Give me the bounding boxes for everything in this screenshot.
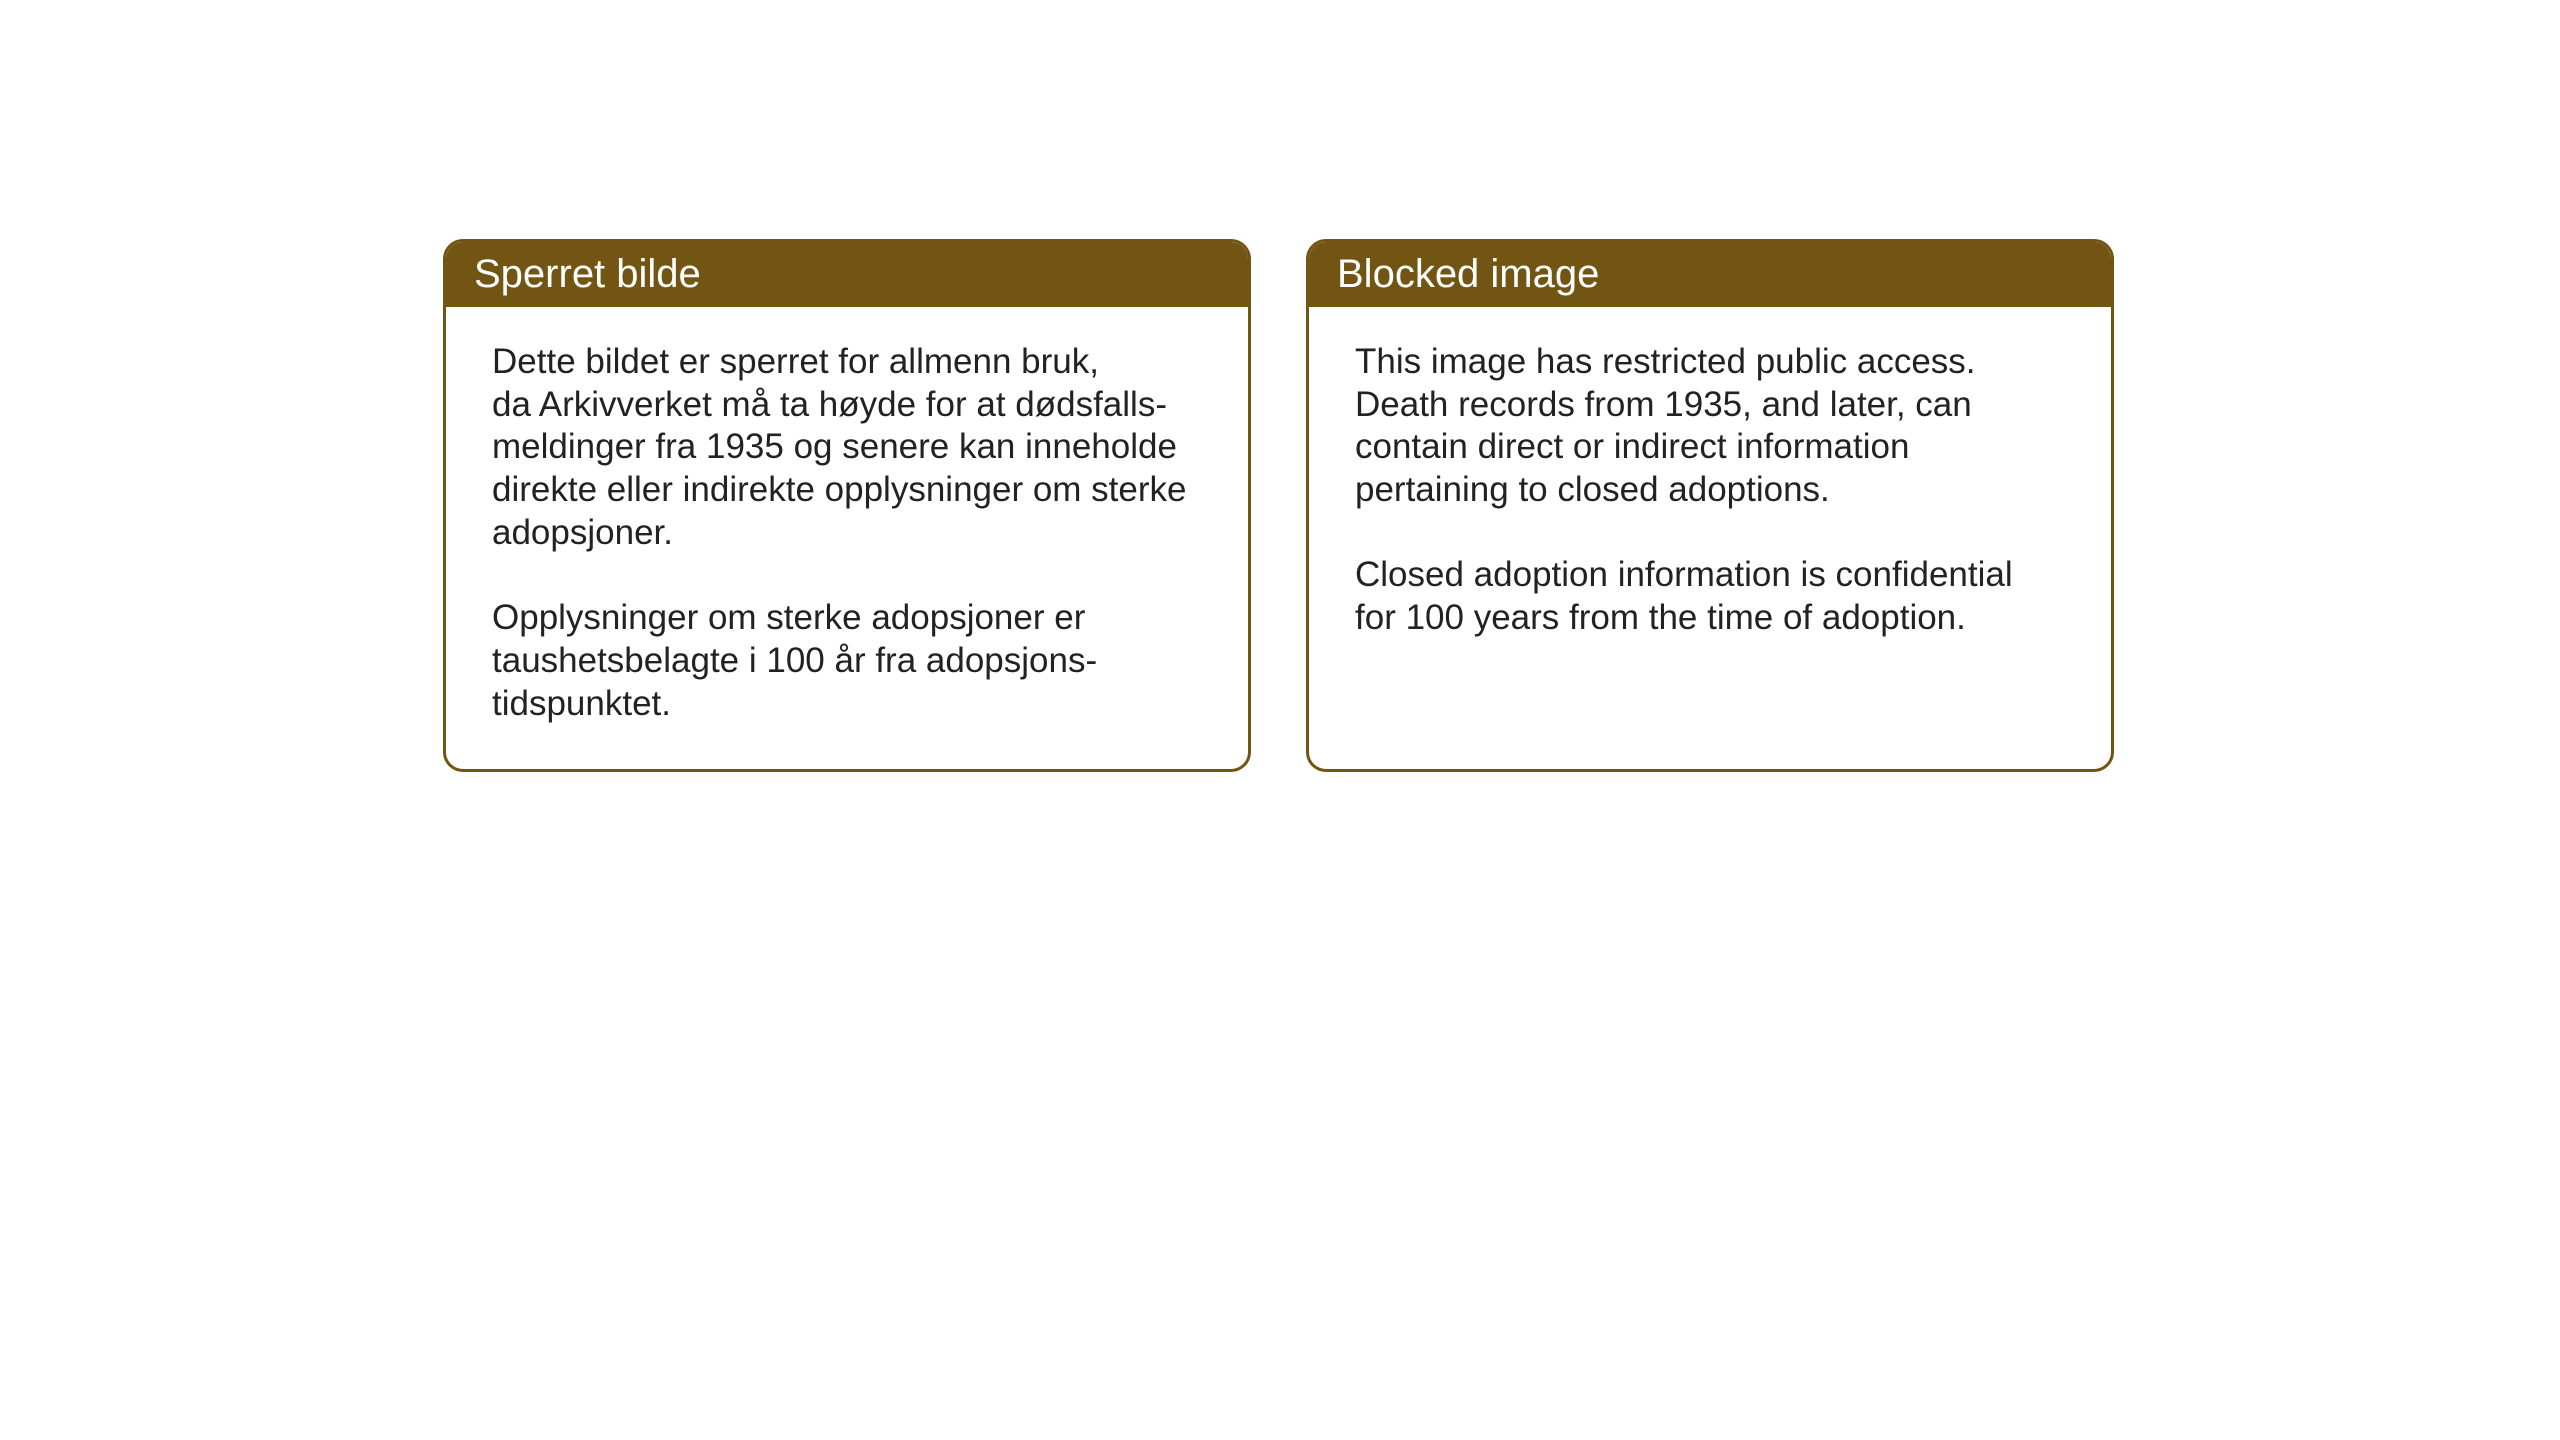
card-body-norwegian: Dette bildet er sperret for allmenn bruk… (446, 307, 1248, 769)
card-header-norwegian: Sperret bilde (446, 242, 1248, 307)
notice-card-english: Blocked image This image has restricted … (1306, 239, 2114, 772)
card-text-english: This image has restricted public access.… (1355, 341, 2065, 640)
card-body-english: This image has restricted public access.… (1309, 307, 2111, 684)
notice-card-norwegian: Sperret bilde Dette bildet er sperret fo… (443, 239, 1251, 772)
card-title-english: Blocked image (1337, 252, 1599, 296)
card-text-norwegian: Dette bildet er sperret for allmenn bruk… (492, 341, 1202, 725)
notice-container: Sperret bilde Dette bildet er sperret fo… (443, 239, 2114, 772)
card-title-norwegian: Sperret bilde (474, 252, 701, 296)
card-header-english: Blocked image (1309, 242, 2111, 307)
